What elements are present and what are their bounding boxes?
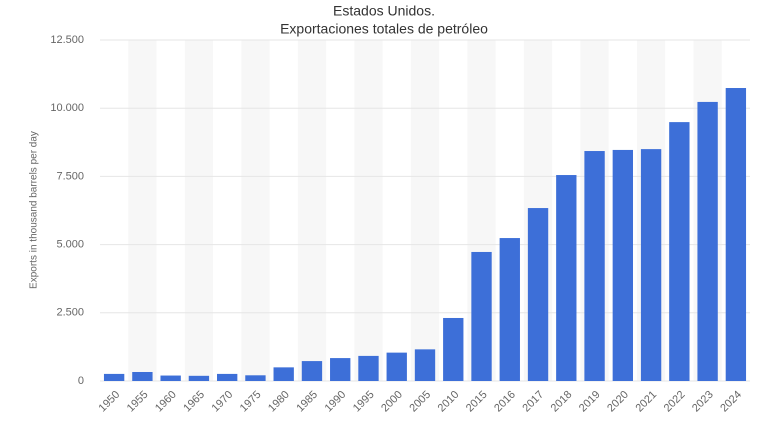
bar <box>697 101 718 381</box>
bar <box>499 238 520 381</box>
bar <box>556 175 577 381</box>
y-tick-label: 5.000 <box>56 239 84 251</box>
bar <box>386 352 407 381</box>
bar <box>217 373 238 381</box>
stripe <box>128 40 157 381</box>
bar <box>301 361 323 381</box>
stripe <box>184 40 214 381</box>
bar <box>245 375 266 381</box>
bar <box>273 367 294 381</box>
stripe <box>354 40 383 381</box>
bar <box>188 375 210 381</box>
bar <box>584 151 605 381</box>
bar <box>471 251 492 381</box>
bar <box>358 355 379 381</box>
bar <box>330 358 351 381</box>
bar <box>132 371 153 381</box>
y-tick-label: 2.500 <box>56 307 84 319</box>
chart-subtitle: Exportaciones totales de petróleo <box>280 21 488 37</box>
y-tick-label: 12.500 <box>50 34 84 46</box>
y-axis-label: Exports in thousand barrels per day <box>29 131 40 289</box>
bar <box>414 349 436 381</box>
chart-title: Estados Unidos. <box>333 3 435 19</box>
y-tick-label: 10.000 <box>50 102 84 114</box>
bar <box>527 208 549 381</box>
bar <box>103 373 125 381</box>
bar <box>640 149 662 381</box>
bar <box>443 317 464 381</box>
bar <box>669 122 690 382</box>
y-tick-label: 0 <box>78 375 84 387</box>
stripe <box>410 40 440 381</box>
stripe <box>241 40 270 381</box>
bar <box>725 88 747 381</box>
y-tick-label: 7.500 <box>56 170 84 182</box>
bar <box>612 149 633 381</box>
bar <box>160 375 181 381</box>
stripe <box>297 40 327 381</box>
